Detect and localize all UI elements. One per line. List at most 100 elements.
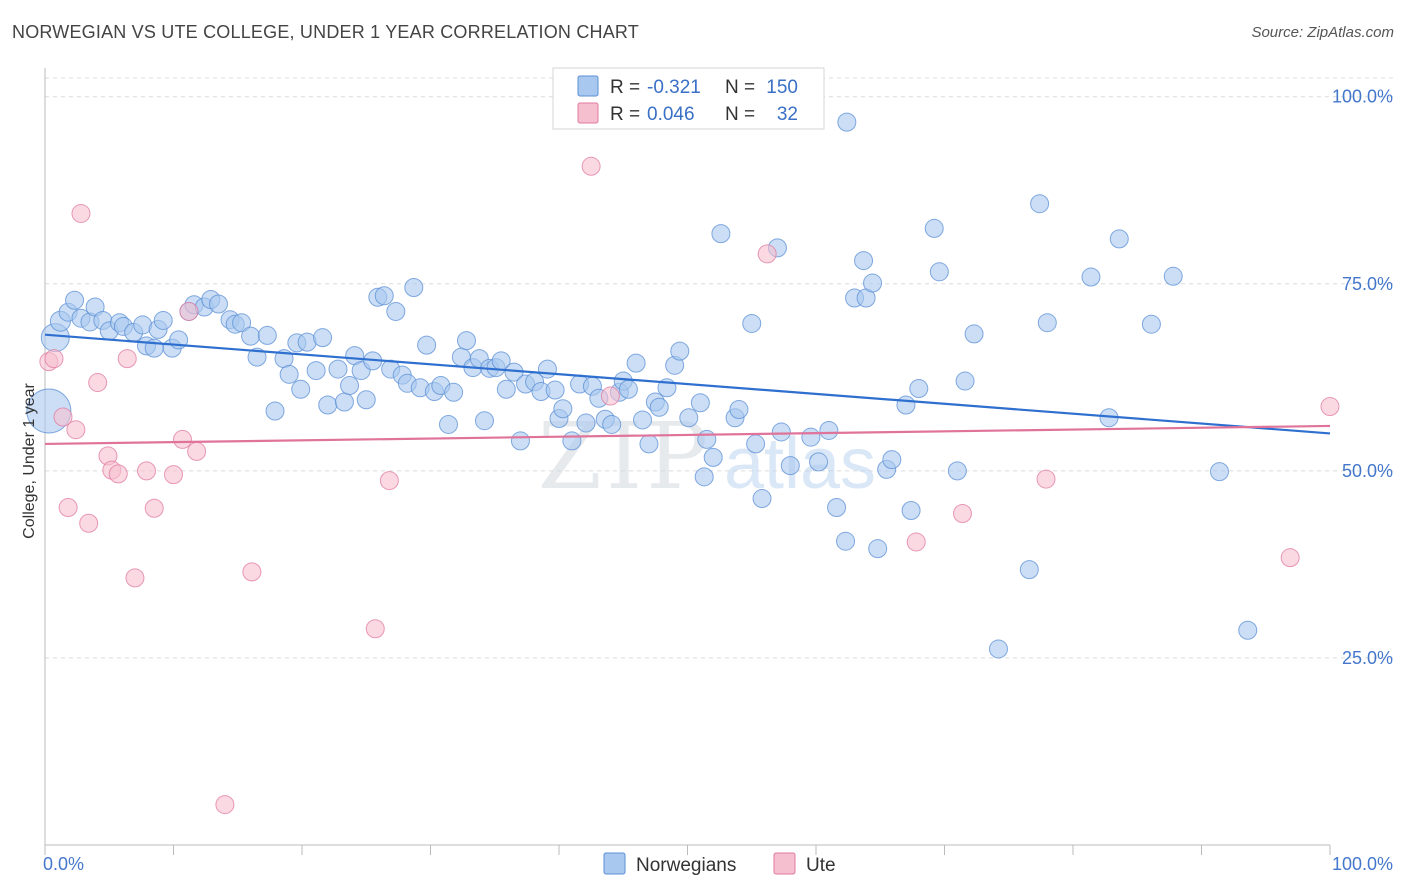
data-point xyxy=(242,562,262,582)
data-point xyxy=(909,379,929,399)
data-point xyxy=(65,290,85,310)
data-point xyxy=(670,341,690,361)
data-point xyxy=(265,401,285,421)
data-point xyxy=(901,501,921,521)
legend-n-value: 150 xyxy=(766,77,798,98)
data-point xyxy=(153,310,173,330)
data-point xyxy=(929,262,949,282)
data-point xyxy=(404,278,424,298)
data-point xyxy=(232,313,252,333)
data-point xyxy=(438,414,458,434)
data-point xyxy=(1109,229,1129,249)
data-point xyxy=(1209,462,1229,482)
axes xyxy=(44,68,1331,855)
legend-bottom-label: Ute xyxy=(806,855,836,876)
legend-n-value: 32 xyxy=(777,104,798,125)
data-point xyxy=(809,452,829,472)
data-point xyxy=(553,399,573,419)
data-point xyxy=(187,441,207,461)
data-point xyxy=(247,347,267,367)
data-point xyxy=(456,331,476,351)
data-point xyxy=(562,431,582,451)
data-point xyxy=(639,434,659,454)
legend-swatch xyxy=(577,75,599,97)
data-point xyxy=(964,324,984,344)
data-point xyxy=(633,410,653,430)
data-point xyxy=(1238,620,1258,640)
legend-bottom: Norwegians Ute xyxy=(603,852,836,876)
x-tick-label: 100.0% xyxy=(1332,854,1393,874)
data-point xyxy=(780,456,800,476)
data-point xyxy=(125,568,145,588)
data-point xyxy=(44,349,64,369)
data-point xyxy=(164,465,183,485)
y-tick-label: 25.0% xyxy=(1342,648,1393,668)
data-point xyxy=(58,498,78,518)
data-point xyxy=(117,349,137,369)
data-point xyxy=(88,373,108,393)
legend-r-value: 0.046 xyxy=(647,104,695,125)
legend-bottom-label: Norwegians xyxy=(636,855,736,876)
data-point xyxy=(537,359,557,379)
tick-labels: 25.0% 50.0% 75.0% 100.0% 0.0% 100.0% xyxy=(43,87,1393,874)
data-point xyxy=(882,450,902,470)
data-point xyxy=(752,489,772,509)
legend-n-label: N = xyxy=(725,104,755,125)
data-point xyxy=(137,461,157,481)
trend-line xyxy=(44,424,1331,446)
watermark-atlas: atlas xyxy=(724,424,876,504)
data-point xyxy=(602,414,622,434)
data-point xyxy=(1036,469,1056,489)
data-point xyxy=(576,413,596,433)
data-point xyxy=(711,224,731,244)
data-point xyxy=(757,244,777,264)
data-point xyxy=(1163,266,1183,286)
data-point xyxy=(1081,267,1101,287)
data-point xyxy=(703,447,723,467)
chart-source: Source: ZipAtlas.com xyxy=(1251,24,1394,41)
data-point xyxy=(257,325,277,345)
data-point xyxy=(334,392,354,412)
data-point xyxy=(496,379,516,399)
data-point xyxy=(771,422,791,442)
data-point xyxy=(208,294,228,314)
data-point xyxy=(417,335,437,355)
data-point xyxy=(291,379,311,399)
data-point xyxy=(510,431,530,451)
data-point xyxy=(1037,313,1057,333)
data-point xyxy=(863,273,883,293)
data-point xyxy=(742,313,762,333)
chart-title: NORWEGIAN VS UTE COLLEGE, UNDER 1 YEAR C… xyxy=(12,22,639,42)
data-point xyxy=(108,464,128,484)
data-point xyxy=(215,795,235,815)
y-tick-label: 50.0% xyxy=(1342,461,1393,481)
data-point xyxy=(854,251,874,271)
data-point xyxy=(729,399,749,419)
legend-n-label: N = xyxy=(725,77,755,98)
trend-lines xyxy=(44,333,1331,446)
data-point xyxy=(581,156,601,176)
data-point xyxy=(71,203,91,223)
data-point xyxy=(66,420,86,440)
data-point xyxy=(746,434,766,454)
data-point xyxy=(600,386,620,406)
data-point xyxy=(955,371,975,391)
data-point xyxy=(649,397,669,417)
series-ute xyxy=(39,87,1340,815)
data-point xyxy=(827,498,847,518)
data-point xyxy=(379,471,399,491)
data-point xyxy=(241,326,261,346)
data-point xyxy=(801,427,821,447)
data-point xyxy=(837,112,857,132)
data-point xyxy=(868,539,888,559)
legend-bottom-swatch xyxy=(773,852,796,875)
data-point xyxy=(313,328,333,348)
data-points xyxy=(26,87,1340,815)
data-point xyxy=(172,429,192,449)
data-point xyxy=(697,429,717,449)
legend-swatch xyxy=(577,102,599,124)
legend-r-value: -0.321 xyxy=(647,77,701,98)
legend-r-label: R = xyxy=(610,77,640,98)
data-point xyxy=(386,301,406,321)
data-point xyxy=(306,361,326,381)
